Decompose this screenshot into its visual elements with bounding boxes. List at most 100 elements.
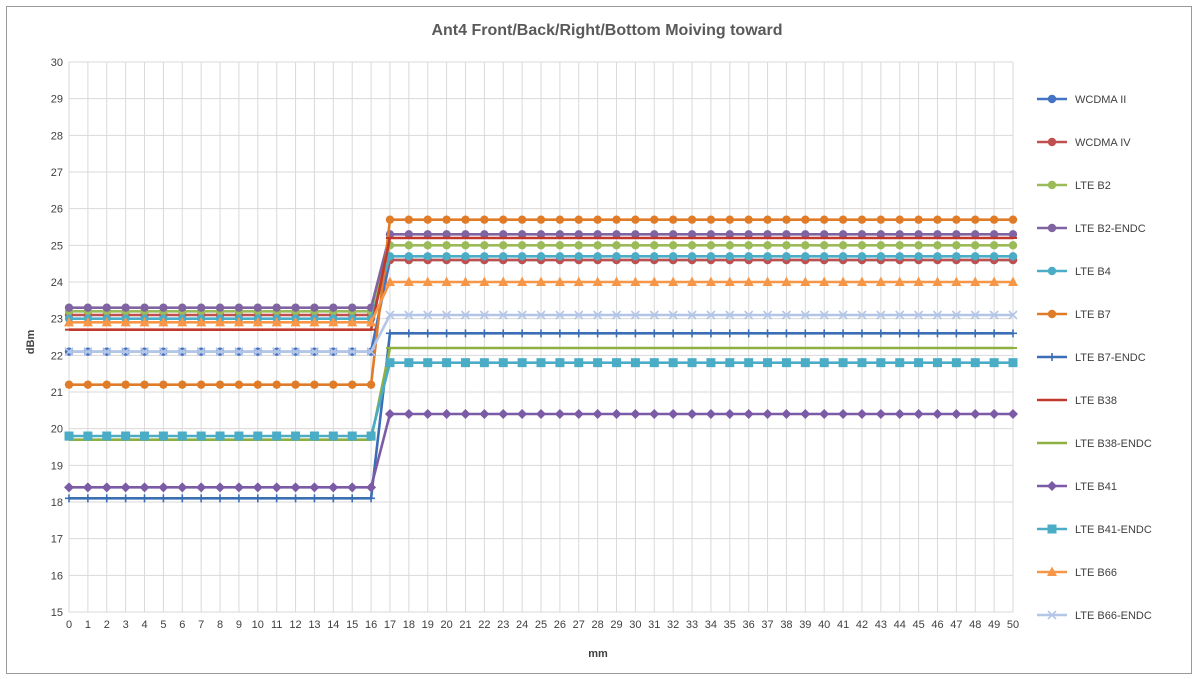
- data-point: [857, 230, 867, 239]
- data-point: [856, 409, 867, 419]
- data-point: [688, 329, 697, 338]
- series-lte-b7-endc: [65, 329, 1017, 503]
- data-point: [819, 358, 829, 368]
- data-point: [895, 329, 904, 338]
- data-point: [480, 329, 489, 338]
- data-point: [404, 215, 414, 224]
- y-tick-label: 21: [51, 387, 63, 399]
- legend-label: LTE B4: [1075, 266, 1111, 278]
- data-point: [290, 316, 301, 327]
- series-lte-b2-endc: [64, 230, 1018, 312]
- data-point: [970, 276, 981, 286]
- data-point: [687, 276, 698, 286]
- data-point: [83, 303, 93, 312]
- data-point: [253, 431, 263, 441]
- data-point: [951, 276, 962, 286]
- data-point: [139, 316, 150, 327]
- data-point: [177, 347, 187, 357]
- data-point: [310, 303, 319, 312]
- data-point: [441, 409, 452, 419]
- data-point: [460, 409, 471, 419]
- data-point: [668, 358, 678, 368]
- data-point: [725, 329, 734, 338]
- data-point: [743, 276, 754, 286]
- data-point: [894, 409, 905, 419]
- data-point: [310, 494, 319, 503]
- data-point: [612, 329, 621, 338]
- x-tick-label: 33: [686, 619, 698, 631]
- data-point: [1008, 241, 1018, 250]
- data-point: [801, 230, 810, 239]
- data-point: [253, 380, 262, 389]
- data-point: [593, 358, 603, 368]
- series-lines: [64, 215, 1018, 503]
- legend-item: LTE B38-ENDC: [1037, 438, 1152, 450]
- data-point: [762, 276, 773, 286]
- data-point: [140, 494, 149, 503]
- data-point: [82, 482, 93, 493]
- y-tick-label: 26: [51, 204, 63, 216]
- data-point: [574, 329, 583, 338]
- data-point: [309, 431, 319, 441]
- legend-marker: [1047, 566, 1057, 576]
- data-point: [894, 276, 905, 286]
- x-tick-label: 1: [85, 619, 91, 631]
- data-point: [593, 215, 602, 224]
- data-point: [705, 409, 716, 419]
- data-point: [668, 276, 679, 286]
- x-tick-label: 37: [761, 619, 773, 631]
- data-point: [649, 310, 659, 320]
- legend-item: LTE B4: [1037, 266, 1111, 278]
- data-point: [272, 303, 281, 312]
- data-point: [952, 215, 961, 224]
- data-point: [952, 329, 961, 338]
- data-point: [819, 409, 830, 419]
- series-lte-b7: [64, 215, 1018, 389]
- data-point: [971, 230, 980, 239]
- data-point: [121, 347, 131, 357]
- data-point: [1008, 215, 1018, 224]
- x-tick-label: 5: [160, 619, 166, 631]
- data-point: [612, 241, 621, 250]
- data-point: [952, 230, 961, 239]
- data-point: [875, 409, 886, 419]
- data-point: [196, 431, 206, 441]
- x-tick-label: 39: [799, 619, 811, 631]
- data-point: [895, 252, 904, 261]
- data-point: [271, 316, 282, 327]
- data-point: [366, 482, 377, 493]
- x-tick-label: 27: [573, 619, 585, 631]
- data-point: [744, 230, 753, 239]
- data-point: [687, 409, 698, 419]
- data-point: [158, 431, 168, 441]
- x-tick-label: 25: [535, 619, 547, 631]
- data-point: [555, 310, 565, 320]
- data-point: [460, 276, 471, 286]
- data-point: [64, 431, 74, 441]
- data-point: [895, 215, 904, 224]
- data-point: [951, 310, 961, 320]
- data-point: [517, 230, 527, 239]
- data-point: [328, 431, 338, 441]
- x-tick-label: 4: [141, 619, 147, 631]
- x-tick-label: 43: [875, 619, 887, 631]
- data-point: [801, 329, 810, 338]
- data-point: [895, 241, 904, 250]
- data-point: [517, 358, 527, 368]
- data-point: [782, 329, 791, 338]
- data-point: [517, 252, 527, 261]
- data-point: [971, 241, 980, 250]
- data-point: [820, 252, 829, 261]
- data-point: [536, 276, 546, 286]
- data-point: [291, 431, 301, 441]
- data-point: [875, 276, 886, 286]
- data-point: [687, 310, 697, 320]
- series-lte-b38: [65, 236, 1017, 331]
- data-point: [480, 241, 489, 250]
- data-point: [423, 215, 432, 224]
- x-tick-label: 14: [327, 619, 339, 631]
- data-point: [291, 380, 300, 389]
- data-point: [706, 329, 715, 338]
- data-point: [856, 276, 867, 286]
- data-point: [914, 230, 923, 239]
